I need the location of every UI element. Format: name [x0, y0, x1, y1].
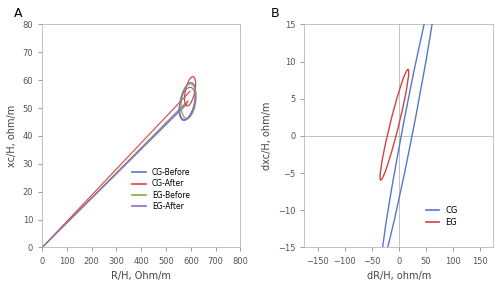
Text: A: A: [14, 7, 23, 20]
Y-axis label: xc/H, ohm/m: xc/H, ohm/m: [7, 105, 17, 167]
Legend: CG-Before, CG-After, EG-Before, EG-After: CG-Before, CG-After, EG-Before, EG-After: [129, 165, 194, 214]
X-axis label: R/H, Ohm/m: R/H, Ohm/m: [112, 271, 171, 281]
Legend: CG, EG: CG, EG: [423, 202, 461, 230]
Text: B: B: [270, 7, 279, 20]
Y-axis label: dxc/H, ohm/m: dxc/H, ohm/m: [262, 102, 272, 170]
X-axis label: dR/H, ohm/m: dR/H, ohm/m: [366, 271, 431, 281]
